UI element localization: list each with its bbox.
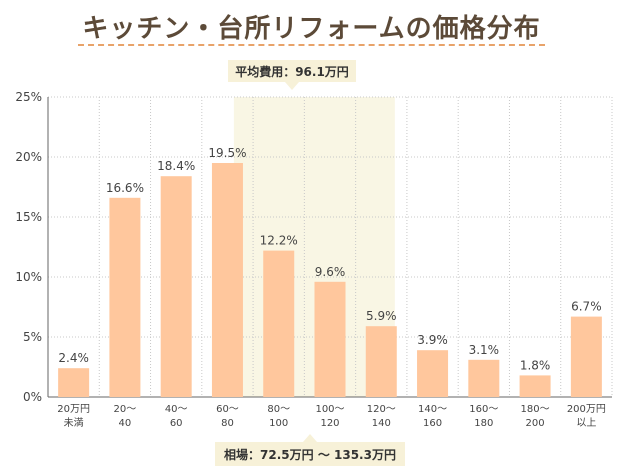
bar	[519, 375, 551, 397]
y-axis-ticks: 0% 5% 10% 15% 20% 25%	[15, 90, 42, 404]
x-category-label: 未満	[64, 417, 84, 429]
x-category-label: 80	[221, 418, 234, 429]
x-category-label: 120〜	[367, 404, 396, 415]
grid-lines	[47, 96, 613, 398]
bar	[58, 368, 90, 397]
x-category-label: 60	[170, 418, 183, 429]
x-category-label: 160	[423, 418, 442, 429]
bar	[314, 281, 346, 397]
x-category-label: 60〜	[216, 404, 239, 415]
y-tick-label: 10%	[15, 270, 42, 284]
x-category-label: 以上	[576, 417, 596, 429]
x-category-label: 40〜	[165, 404, 188, 415]
bar	[468, 359, 500, 397]
x-category-label: 200	[526, 418, 545, 429]
bar-value-label: 1.8%	[520, 358, 551, 372]
x-category-label: 20〜	[114, 404, 137, 415]
bar	[211, 163, 243, 397]
x-category-label: 140〜	[418, 404, 447, 415]
bar-value-label: 16.6%	[106, 181, 144, 195]
bar-value-label: 12.2%	[260, 234, 298, 248]
x-category-label: 180〜	[521, 404, 550, 415]
bar-value-label: 6.7%	[571, 300, 602, 314]
x-category-label: 200万円	[567, 404, 606, 415]
bar-value-label: 19.5%	[208, 146, 246, 160]
average-cost-badge: 平均費用：96.1万円	[228, 60, 356, 90]
bar	[365, 326, 397, 397]
x-category-label: 100	[269, 418, 288, 429]
y-tick-label: 15%	[15, 210, 42, 224]
market-range-badge: 相場：72.5万円 〜 135.3万円	[215, 434, 405, 466]
bar	[263, 250, 295, 397]
x-category-label: 100〜	[315, 404, 344, 415]
bar-value-label: 3.1%	[469, 343, 500, 357]
y-tick-label: 20%	[15, 150, 42, 164]
y-tick-label: 5%	[23, 330, 42, 344]
bar-value-label: 2.4%	[58, 351, 89, 365]
y-tick-label: 0%	[23, 390, 42, 404]
x-category-label: 20万円	[57, 404, 90, 415]
x-category-label: 80〜	[267, 404, 290, 415]
bar	[109, 197, 141, 397]
x-category-label: 180	[474, 418, 493, 429]
bar-value-label: 18.4%	[157, 159, 195, 173]
y-tick-label: 25%	[15, 90, 42, 104]
bar	[570, 316, 602, 397]
bars: 2.4% 16.6% 18.4% 19.5% 12.2% 9.6% 5.9% 3.9% 3.1%…	[58, 146, 602, 397]
bar	[160, 176, 192, 397]
x-category-label: 160〜	[469, 404, 498, 415]
chart-title: キッチン・台所リフォームの価格分布	[82, 14, 541, 44]
title-underline	[78, 44, 545, 46]
bar-value-label: 9.6%	[315, 265, 346, 279]
bar	[417, 350, 449, 397]
x-category-label: 120	[320, 418, 339, 429]
bar-value-label: 5.9%	[366, 309, 397, 323]
bar-value-label: 3.9%	[417, 333, 448, 347]
x-category-label: 140	[372, 418, 391, 429]
x-category-label: 40	[119, 418, 132, 429]
